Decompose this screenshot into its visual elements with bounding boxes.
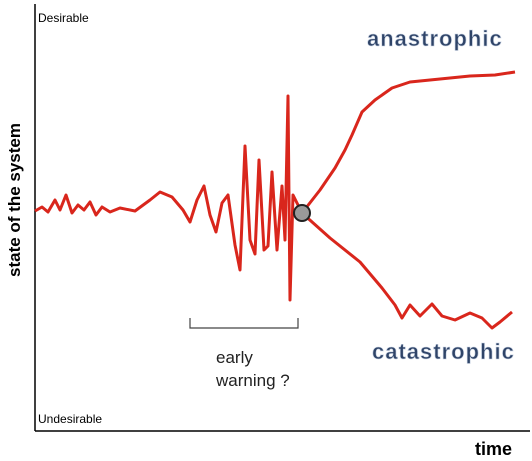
lower-branch	[301, 211, 513, 330]
upper-branch-label: anastrophic	[367, 26, 503, 51]
bracket	[189, 318, 299, 329]
lower-branch-label: catastrophic	[372, 339, 515, 364]
annotation-line2: warning ?	[215, 371, 290, 390]
upper-branch	[300, 70, 516, 214]
y-top-label: Desirable	[38, 11, 89, 25]
x-axis-label: time	[475, 439, 512, 459]
y-axis-label: state of the system	[5, 123, 24, 277]
oscillating-curve	[34, 94, 304, 302]
tipping-point	[293, 204, 311, 222]
y-bottom-label: Undesirable	[38, 412, 102, 426]
annotation-line1: early	[216, 348, 253, 367]
